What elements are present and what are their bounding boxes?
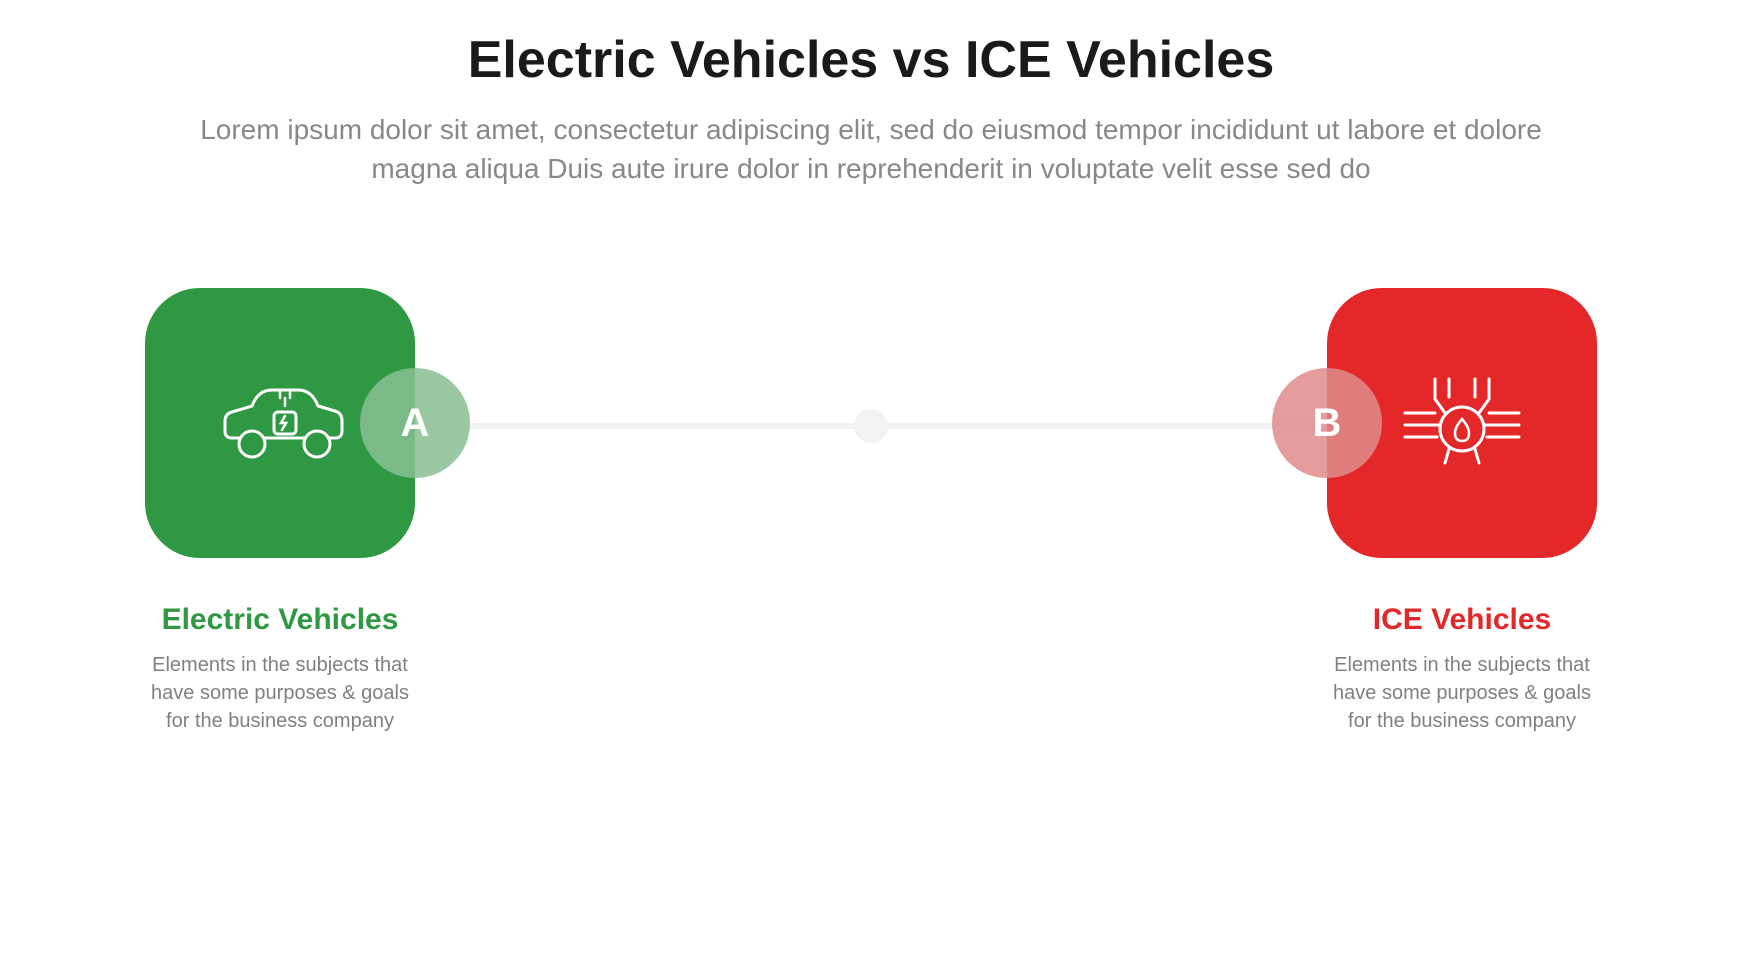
right-title: ICE Vehicles bbox=[1322, 603, 1602, 637]
connector-dot bbox=[854, 409, 888, 443]
comparison-row: A Electric Vehicles Elements in the subj… bbox=[80, 288, 1662, 735]
right-item: B ICE Vehicles Elements in the subjects … bbox=[1322, 288, 1602, 735]
header: Electric Vehicles vs ICE Vehicles Lorem … bbox=[80, 30, 1662, 188]
connector-line bbox=[420, 423, 1322, 429]
page-subtitle: Lorem ipsum dolor sit amet, consectetur … bbox=[171, 110, 1571, 188]
infographic-container: Electric Vehicles vs ICE Vehicles Lorem … bbox=[80, 30, 1662, 950]
right-badge-label: B bbox=[1313, 401, 1342, 446]
left-description: Elements in the subjects that have some … bbox=[140, 651, 420, 735]
right-card: B bbox=[1327, 288, 1597, 558]
right-badge: B bbox=[1272, 368, 1382, 478]
left-card: A bbox=[145, 288, 415, 558]
left-label-group: Electric Vehicles Elements in the subjec… bbox=[140, 603, 420, 735]
ev-car-icon bbox=[210, 376, 350, 471]
right-description: Elements in the subjects that have some … bbox=[1322, 651, 1602, 735]
left-badge: A bbox=[360, 368, 470, 478]
right-label-group: ICE Vehicles Elements in the subjects th… bbox=[1322, 603, 1602, 735]
left-badge-label: A bbox=[401, 401, 430, 446]
left-item: A Electric Vehicles Elements in the subj… bbox=[140, 288, 420, 735]
left-title: Electric Vehicles bbox=[140, 603, 420, 637]
page-title: Electric Vehicles vs ICE Vehicles bbox=[80, 30, 1662, 90]
oil-engine-icon bbox=[1397, 371, 1527, 476]
